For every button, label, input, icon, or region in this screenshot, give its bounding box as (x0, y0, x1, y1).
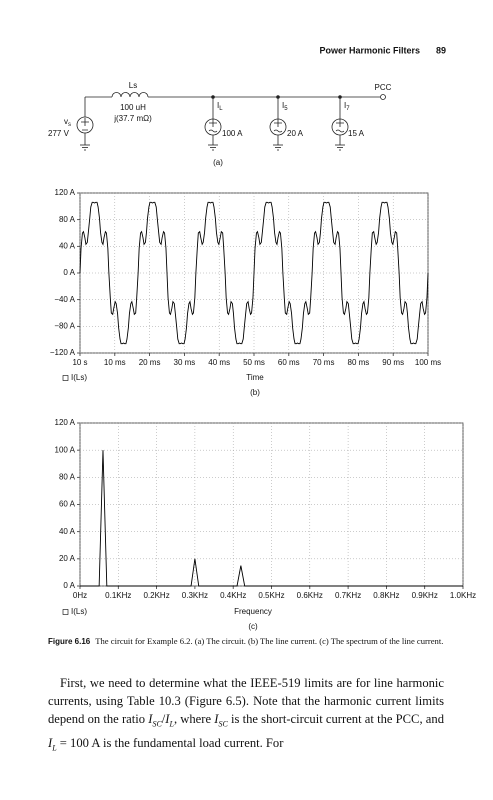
x-tick-label: 0.9KHz (412, 591, 438, 600)
node (211, 95, 215, 99)
x-tick-label: 10 s (72, 358, 87, 367)
x-tick-label: 10 ms (104, 358, 126, 367)
legend-marker (62, 375, 69, 381)
source-label: vs (64, 117, 71, 127)
math-subscript: L (169, 719, 174, 729)
y-tick-label: 60 A (59, 500, 76, 509)
math: I (148, 712, 153, 726)
figure-label: Figure 6.16 (48, 637, 91, 646)
inductance: 100 uH (120, 103, 146, 112)
x-tick-label: 50 ms (243, 358, 265, 367)
x-axis-label: Frequency (234, 607, 272, 616)
y-tick-label: 40 A (59, 241, 76, 250)
x-tick-label: 0.8KHz (373, 591, 399, 600)
legend-marker (62, 609, 69, 615)
body-paragraph: First, we need to determine what the IEE… (48, 674, 444, 757)
pcc-label: PCC (375, 83, 392, 92)
x-tick-label: 30 ms (174, 358, 196, 367)
y-tick-label: 0 A (63, 581, 75, 590)
x-tick-label: 90 ms (382, 358, 404, 367)
source-value: 277 V (48, 129, 70, 138)
node (338, 95, 342, 99)
subfigure-label: (c) (248, 622, 258, 631)
x-tick-label: 1.0KHz (450, 591, 476, 600)
symbol: I (282, 101, 284, 110)
math: I (214, 712, 219, 726)
x-tick-label: 20 ms (139, 358, 161, 367)
text: = 100 A is the fundamental load current.… (56, 735, 284, 750)
subfigure-label: (a) (213, 158, 223, 167)
text: First, we need to determine what the IEE… (48, 676, 444, 726)
page-number: 89 (436, 45, 446, 55)
x-tick-label: 80 ms (348, 358, 370, 367)
math: / (161, 712, 166, 726)
subscript: 7 (346, 106, 350, 112)
x-tick-label: 0.5KHz (258, 591, 284, 600)
node (276, 95, 280, 99)
load-label: IL (217, 101, 223, 111)
math-subscript: SC (218, 719, 228, 729)
y-tick-label: 40 A (59, 527, 76, 536)
math: I (48, 735, 53, 750)
y-tick-label: −40 A (54, 295, 75, 304)
data-line (79, 201, 429, 345)
math-subscript: SC (152, 719, 162, 729)
symbol: I (217, 101, 219, 110)
data-line (80, 450, 463, 587)
text: , where (173, 712, 215, 726)
load-label: I7 (344, 101, 350, 111)
subscript: L (219, 106, 223, 112)
x-tick-label: 0.6KHz (297, 591, 323, 600)
figure-caption: Figure 6.16 The circuit for Example 6.2. … (48, 636, 446, 647)
math: I (165, 712, 170, 726)
x-tick-label: 60 ms (278, 358, 300, 367)
figure: Power Harmonic Filters 89 Ls 100 uH j(37… (48, 45, 476, 631)
load-value: 15 A (348, 129, 365, 138)
caption-text: The circuit for Example 6.2. (a) The cir… (95, 636, 444, 646)
x-tick-label: 0Hz (73, 591, 87, 600)
y-tick-label: 80 A (59, 472, 76, 481)
y-tick-label: 120 A (55, 418, 76, 427)
load-value: 20 A (287, 129, 304, 138)
legend-label: I(Ls) (71, 607, 87, 616)
x-tick-label: 40 ms (208, 358, 230, 367)
y-tick-label: 100 A (55, 445, 76, 454)
y-tick-label: 20 A (59, 554, 76, 563)
subfigure-label: (b) (250, 388, 260, 397)
x-tick-label: 0.2KHz (143, 591, 169, 600)
symbol: I (344, 101, 346, 110)
inductor-name: Ls (129, 81, 137, 90)
x-tick-label: 0.7KHz (335, 591, 361, 600)
y-tick-label: 0 A (63, 268, 75, 277)
y-tick-label: −80 A (54, 321, 75, 330)
x-tick-label: 100 ms (415, 358, 441, 367)
text: is the short-circuit current at the PCC,… (227, 712, 444, 726)
impedance: j(37.7 mΩ) (113, 114, 152, 123)
legend-label: I(Ls) (71, 373, 87, 382)
subscript: 5 (284, 106, 288, 112)
y-tick-label: 120 A (55, 188, 76, 197)
math-subscript: L (52, 743, 57, 753)
x-tick-label: 0.1KHz (105, 591, 131, 600)
symbol: v (64, 117, 68, 126)
y-tick-label: −120 A (50, 348, 76, 357)
x-tick-label: 0.4KHz (220, 591, 246, 600)
x-axis-label: Time (246, 373, 264, 382)
subscript: s (68, 122, 71, 128)
x-tick-label: 70 ms (313, 358, 335, 367)
load-value: 100 A (222, 129, 243, 138)
running-head: Power Harmonic Filters (319, 45, 420, 55)
load-label: I5 (282, 101, 288, 111)
y-tick-label: 80 A (59, 215, 76, 224)
circuit-wiring (76, 92, 386, 151)
x-tick-label: 0.3KHz (182, 591, 208, 600)
